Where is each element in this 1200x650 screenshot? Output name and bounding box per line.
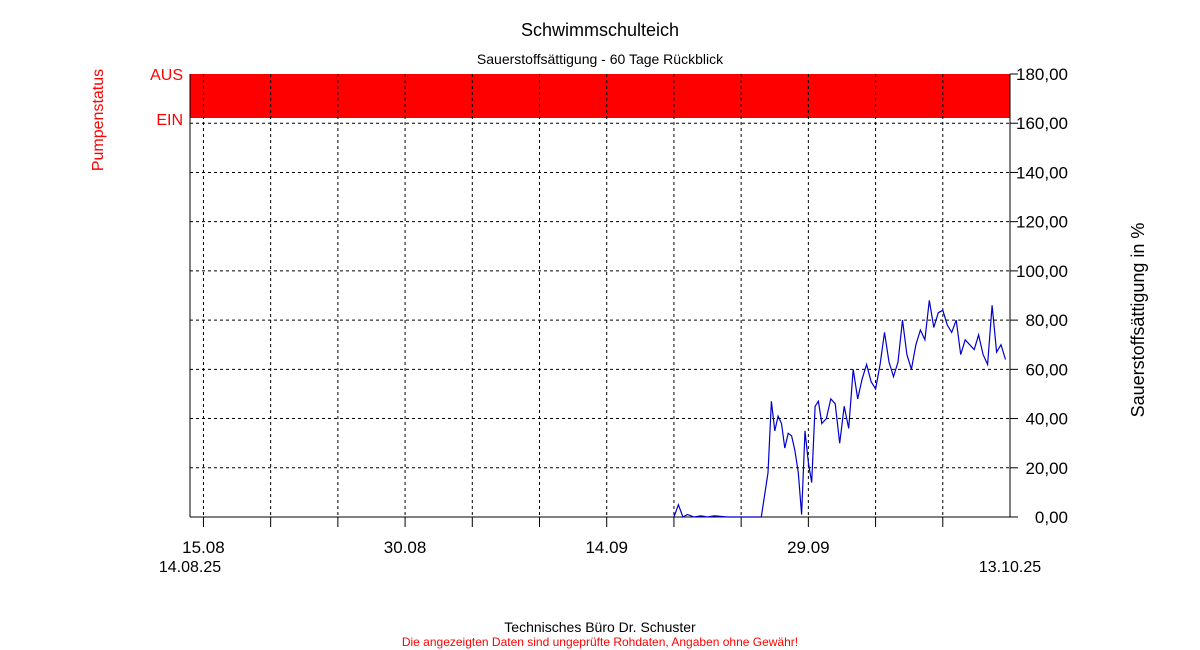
x-end-date-label: 13.10.25 — [979, 559, 1041, 576]
y-tick-label: 80,00 — [1025, 311, 1068, 330]
x-tick-label: 30.08 — [384, 538, 427, 557]
y-axis-label: Sauerstoffsättigung in % — [1128, 223, 1148, 418]
y-tick-label: 140,00 — [1016, 163, 1068, 182]
plot-area: 0,00 20,00 40,00 60,00 80,00 100,00 120,00 140,… — [182, 65, 1068, 557]
pump-state-ein: EIN — [156, 112, 183, 129]
y-tick-label: 100,00 — [1016, 262, 1068, 281]
x-tick-label: 15.08 — [182, 538, 225, 557]
y-tick-label: 0,00 — [1035, 508, 1068, 527]
footer-disclaimer: Die angezeigten Daten sind ungeprüfte Ro… — [402, 635, 798, 649]
chart-title: Schwimmschulteich — [521, 20, 679, 40]
series-line-0 — [673, 300, 1007, 518]
pump-status-label: Pumpenstatus — [90, 69, 107, 171]
x-tick-label: 14.09 — [585, 538, 628, 557]
y-tick-label: 60,00 — [1025, 360, 1068, 379]
x-start-date-label: 14.08.25 — [159, 559, 221, 576]
y-tick-label: 120,00 — [1016, 213, 1068, 232]
y-tick-label: 40,00 — [1025, 410, 1068, 429]
y-tick-label: 160,00 — [1016, 114, 1068, 133]
pump-state-aus: AUS — [150, 67, 183, 84]
chart-subtitle: Sauerstoffsättigung - 60 Tage Rückblick — [477, 51, 724, 67]
y-tick-label: 20,00 — [1025, 459, 1068, 478]
x-tick-label: 29.09 — [787, 538, 830, 557]
y-tick-label: 180,00 — [1016, 65, 1068, 84]
footer-company: Technisches Büro Dr. Schuster — [504, 619, 696, 635]
pump-status-bar-0 — [190, 74, 1010, 118]
